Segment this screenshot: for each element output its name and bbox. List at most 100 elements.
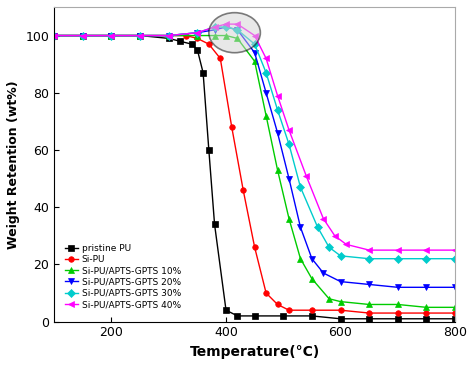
pristine PU (235, 314, 240, 318)
pristine PU (194, 48, 200, 52)
Si-PU/APTS-GPTS 20% (80, 33, 86, 38)
Si-PU (452, 311, 458, 315)
Si-PU/APTS-GPTS 20% (212, 28, 218, 32)
Si-PU/APTS-GPTS 40% (395, 248, 401, 252)
Si-PU/APTS-GPTS 20% (452, 285, 458, 290)
pristine PU (206, 148, 212, 152)
Si-PU (183, 33, 189, 38)
Si-PU (109, 33, 114, 38)
Si-PU/APTS-GPTS 20% (194, 30, 200, 35)
Si-PU/APTS-GPTS 30% (337, 254, 343, 258)
Si-PU/APTS-GPTS 30% (51, 33, 57, 38)
Si-PU (229, 125, 235, 129)
Si-PU/APTS-GPTS 20% (424, 285, 429, 290)
Si-PU/APTS-GPTS 10% (51, 33, 57, 38)
Si-PU/APTS-GPTS 10% (286, 216, 292, 221)
Si-PU/APTS-GPTS 10% (212, 33, 218, 38)
Si-PU/APTS-GPTS 40% (275, 93, 281, 98)
Si-PU/APTS-GPTS 10% (275, 168, 281, 172)
Si-PU/APTS-GPTS 10% (326, 296, 332, 301)
Legend: pristine PU, Si-PU, Si-PU/APTS-GPTS 10%, Si-PU/APTS-GPTS 20%, Si-PU/APTS-GPTS 30: pristine PU, Si-PU, Si-PU/APTS-GPTS 10%,… (63, 242, 183, 311)
Si-PU (80, 33, 86, 38)
Si-PU/APTS-GPTS 30% (366, 257, 372, 261)
pristine PU (366, 317, 372, 321)
Si-PU (51, 33, 57, 38)
pristine PU (252, 314, 257, 318)
pristine PU (201, 71, 206, 75)
Si-PU/APTS-GPTS 10% (309, 277, 315, 281)
Si-PU/APTS-GPTS 20% (337, 279, 343, 284)
Si-PU/APTS-GPTS 10% (366, 302, 372, 307)
pristine PU (80, 33, 86, 38)
X-axis label: Temperature(°C): Temperature(°C) (190, 345, 320, 359)
Si-PU (206, 42, 212, 46)
Si-PU (166, 33, 172, 38)
Si-PU/APTS-GPTS 10% (80, 33, 86, 38)
Si-PU/APTS-GPTS 10% (252, 59, 257, 63)
Si-PU (275, 302, 281, 307)
Si-PU/APTS-GPTS 10% (166, 33, 172, 38)
Line: Si-PU/APTS-GPTS 10%: Si-PU/APTS-GPTS 10% (52, 33, 458, 310)
pristine PU (189, 42, 194, 46)
Si-PU/APTS-GPTS 40% (424, 248, 429, 252)
Si-PU/APTS-GPTS 30% (395, 257, 401, 261)
Si-PU (337, 308, 343, 313)
Si-PU/APTS-GPTS 30% (166, 33, 172, 38)
Si-PU/APTS-GPTS 20% (252, 51, 257, 55)
Si-PU/APTS-GPTS 40% (109, 33, 114, 38)
Si-PU/APTS-GPTS 30% (109, 33, 114, 38)
Si-PU/APTS-GPTS 40% (252, 33, 257, 38)
pristine PU (177, 39, 183, 44)
Si-PU/APTS-GPTS 40% (263, 56, 269, 61)
Si-PU/APTS-GPTS 20% (298, 225, 303, 229)
Si-PU/APTS-GPTS 30% (424, 257, 429, 261)
pristine PU (223, 308, 229, 313)
Si-PU/APTS-GPTS 10% (235, 36, 240, 41)
Si-PU/APTS-GPTS 40% (80, 33, 86, 38)
pristine PU (395, 317, 401, 321)
Si-PU/APTS-GPTS 40% (194, 30, 200, 35)
Si-PU (263, 291, 269, 295)
Line: Si-PU/APTS-GPTS 30%: Si-PU/APTS-GPTS 30% (52, 24, 458, 261)
Si-PU (137, 33, 143, 38)
Si-PU/APTS-GPTS 30% (263, 71, 269, 75)
Si-PU/APTS-GPTS 20% (309, 257, 315, 261)
Si-PU/APTS-GPTS 10% (452, 305, 458, 310)
pristine PU (166, 36, 172, 41)
Si-PU/APTS-GPTS 40% (452, 248, 458, 252)
Si-PU/APTS-GPTS 10% (424, 305, 429, 310)
Si-PU (309, 308, 315, 313)
Si-PU/APTS-GPTS 30% (315, 225, 320, 229)
Si-PU/APTS-GPTS 20% (395, 285, 401, 290)
Si-PU (194, 36, 200, 41)
Si-PU (366, 311, 372, 315)
Si-PU/APTS-GPTS 10% (395, 302, 401, 307)
Si-PU/APTS-GPTS 40% (223, 22, 229, 26)
Si-PU/APTS-GPTS 20% (263, 90, 269, 95)
Si-PU/APTS-GPTS 40% (344, 242, 349, 247)
Si-PU/APTS-GPTS 30% (452, 257, 458, 261)
Si-PU/APTS-GPTS 30% (298, 185, 303, 189)
Si-PU/APTS-GPTS 30% (326, 245, 332, 250)
Si-PU/APTS-GPTS 40% (51, 33, 57, 38)
Si-PU/APTS-GPTS 20% (275, 131, 281, 135)
pristine PU (424, 317, 429, 321)
Si-PU/APTS-GPTS 40% (166, 33, 172, 38)
pristine PU (51, 33, 57, 38)
Line: Si-PU/APTS-GPTS 40%: Si-PU/APTS-GPTS 40% (52, 21, 458, 253)
Si-PU/APTS-GPTS 40% (320, 216, 326, 221)
Si-PU/APTS-GPTS 40% (137, 33, 143, 38)
Si-PU/APTS-GPTS 40% (366, 248, 372, 252)
Si-PU/APTS-GPTS 10% (109, 33, 114, 38)
Si-PU/APTS-GPTS 30% (252, 42, 257, 46)
Y-axis label: Weight Retention (wt%): Weight Retention (wt%) (7, 80, 20, 249)
pristine PU (452, 317, 458, 321)
Si-PU/APTS-GPTS 20% (320, 271, 326, 275)
Si-PU/APTS-GPTS 20% (366, 282, 372, 287)
Si-PU/APTS-GPTS 30% (275, 108, 281, 112)
pristine PU (109, 33, 114, 38)
Si-PU (218, 56, 223, 61)
pristine PU (137, 33, 143, 38)
Si-PU/APTS-GPTS 20% (223, 25, 229, 29)
Si-PU/APTS-GPTS 40% (303, 173, 309, 178)
